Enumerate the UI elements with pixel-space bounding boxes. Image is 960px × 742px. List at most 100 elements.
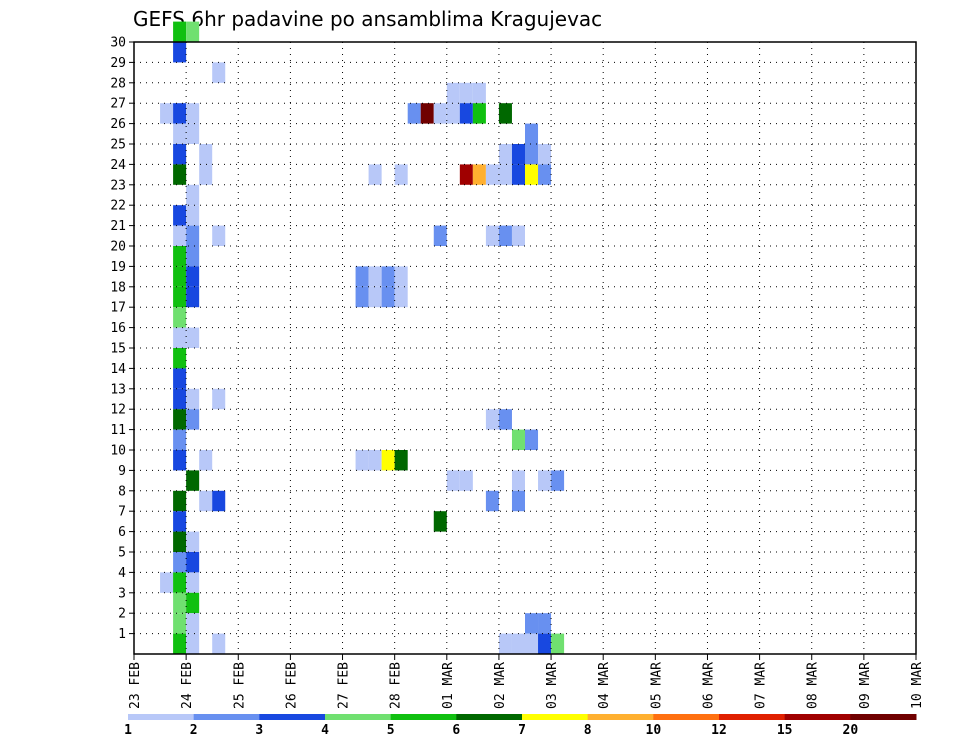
heatmap-cells	[160, 21, 565, 654]
heatmap-cell	[394, 450, 408, 471]
y-tick-label: 16	[110, 321, 126, 336]
y-tick-label: 21	[110, 219, 126, 234]
legend-label: 1	[124, 723, 132, 738]
heatmap-cell	[498, 633, 512, 654]
heatmap-cell	[186, 592, 200, 614]
x-axis: 23 FEB 24 FEB 25 FEB 26 FEB 27 FEB 28 FEB 01 M…	[128, 654, 925, 709]
y-tick-label: 12	[110, 403, 126, 418]
heatmap-cell	[186, 552, 200, 573]
y-axis: 1234567891011121314151617181920212223242…	[110, 36, 134, 642]
heatmap-cell	[186, 225, 200, 246]
heatmap-cell	[511, 429, 525, 450]
y-tick-label: 6	[118, 525, 126, 540]
y-tick-label: 19	[110, 260, 126, 275]
heatmap-cell	[173, 450, 187, 471]
x-tick-label: 26 FEB	[284, 662, 299, 709]
heatmap-cell	[538, 144, 552, 165]
heatmap-cell	[173, 613, 187, 634]
plot-frame	[133, 41, 917, 655]
heatmap-cell	[433, 103, 447, 124]
heatmap-cell	[173, 164, 187, 185]
heatmap-cell	[186, 409, 200, 430]
y-tick-label: 26	[110, 117, 126, 132]
heatmap-cell	[394, 266, 408, 287]
y-tick-label: 23	[110, 178, 126, 193]
x-tick-label: 10 MAR	[910, 662, 925, 709]
heatmap-cell	[472, 82, 486, 104]
heatmap-cell	[173, 144, 187, 165]
y-tick-label: 4	[118, 566, 126, 581]
heatmap-cell	[446, 82, 460, 104]
heatmap-cell	[538, 613, 552, 634]
heatmap-cell	[446, 470, 460, 491]
y-tick-label: 30	[110, 36, 126, 51]
heatmap-cell	[186, 388, 200, 410]
heatmap-cell	[498, 103, 512, 124]
legend-label: 10	[646, 723, 662, 738]
y-tick-label: 11	[110, 423, 126, 438]
legend-label: 12	[711, 723, 727, 738]
heatmap-cell	[186, 470, 200, 491]
y-tick-label: 7	[118, 505, 126, 520]
legend-label: 2	[190, 723, 198, 738]
heatmap-cell	[551, 470, 565, 491]
x-tick-label: 27 FEB	[337, 662, 352, 709]
x-tick-label: 06 MAR	[701, 662, 716, 709]
heatmap-cell	[355, 450, 369, 471]
heatmap-cell	[472, 164, 486, 185]
x-tick-label: 24 FEB	[180, 662, 195, 709]
heatmap-cell	[498, 409, 512, 430]
heatmap-cell	[173, 205, 187, 226]
heatmap-cell	[186, 633, 200, 654]
x-tick-label: 05 MAR	[649, 662, 664, 709]
heatmap-cell	[381, 286, 395, 308]
y-tick-label: 13	[110, 382, 126, 397]
legend-swatch	[390, 714, 457, 720]
heatmap-cell	[407, 103, 421, 124]
y-tick-label: 5	[118, 546, 126, 561]
heatmap-cell	[173, 388, 187, 410]
heatmap-cell	[173, 307, 187, 328]
y-tick-label: 22	[110, 199, 126, 214]
legend-label: 8	[584, 723, 592, 738]
heatmap-cell	[525, 613, 539, 634]
legend-label: 6	[452, 723, 460, 738]
heatmap-cell	[525, 144, 539, 165]
heatmap-cell	[498, 225, 512, 246]
legend-label: 4	[321, 723, 329, 738]
heatmap-cell	[199, 164, 213, 185]
y-tick-label: 27	[110, 97, 126, 112]
heatmap-cell	[381, 450, 395, 471]
heatmap-cell	[433, 225, 447, 246]
heatmap-cell	[551, 633, 565, 654]
legend-swatch	[719, 714, 786, 720]
color-legend: 1 2 3 4 5 6 7 8 10 12 15 20	[124, 714, 917, 738]
heatmap-cell	[186, 327, 200, 348]
y-tick-label: 18	[110, 280, 126, 295]
heatmap-cell	[538, 164, 552, 185]
heatmap-cell	[525, 164, 539, 185]
heatmap-cell	[368, 450, 382, 471]
heatmap-cell	[368, 266, 382, 287]
legend-label: 3	[255, 723, 263, 738]
heatmap-cell	[173, 246, 187, 267]
heatmap-cell	[355, 286, 369, 308]
heatmap-cell	[485, 490, 499, 512]
legend-swatch	[193, 714, 260, 720]
legend-swatch	[522, 714, 589, 720]
heatmap-cell	[212, 633, 226, 654]
heatmap-cell	[511, 225, 525, 246]
heatmap-cell	[173, 42, 187, 63]
heatmap-cell	[459, 82, 473, 104]
heatmap-cell	[511, 164, 525, 185]
heatmap-cell	[186, 286, 200, 308]
heatmap-cell	[186, 205, 200, 226]
heatmap-cell	[186, 266, 200, 287]
heatmap-cell	[212, 490, 226, 512]
heatmap-cell	[173, 225, 187, 246]
legend-label: 15	[777, 723, 793, 738]
heatmap-cell	[186, 21, 200, 42]
heatmap-cell	[433, 511, 447, 532]
heatmap-cell	[525, 429, 539, 450]
